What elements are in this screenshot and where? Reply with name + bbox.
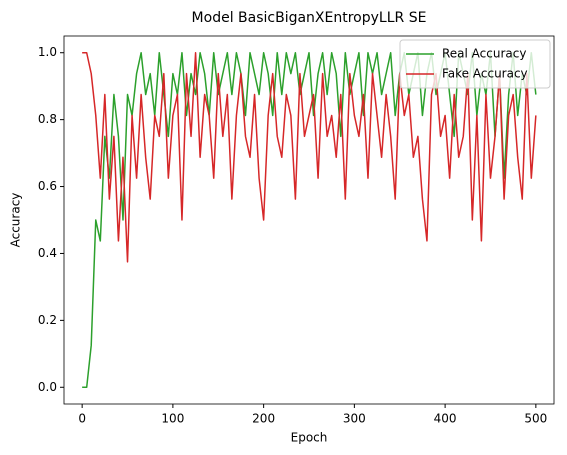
data-line [82,51,537,389]
legend-box [399,39,551,89]
y-tick-label: 1.0 [38,45,57,59]
y-tick-label: 0.8 [38,112,57,126]
y-tick-label: 0.6 [38,179,57,193]
legend-label: Real Accuracy [442,47,526,61]
plot-frame [63,35,555,405]
chart-title: Model BasicBiganXEntropyLLR SE [192,10,427,26]
x-tick-label: 0 [78,412,86,426]
legend-label: Fake Accuracy [442,67,528,81]
y-tick-label: 0.2 [38,313,57,327]
y-tick-label: 0.4 [38,246,57,260]
x-tick-label: 100 [161,412,184,426]
x-tick-label: 400 [434,412,457,426]
x-tick-label: 300 [343,412,366,426]
y-tick-label: 0.0 [38,380,57,394]
x-axis-label: Epoch [291,431,328,445]
x-tick-label: 200 [252,412,275,426]
data-line [82,51,537,263]
x-tick-label: 500 [524,412,547,426]
y-axis-label: Accuracy [9,193,23,248]
